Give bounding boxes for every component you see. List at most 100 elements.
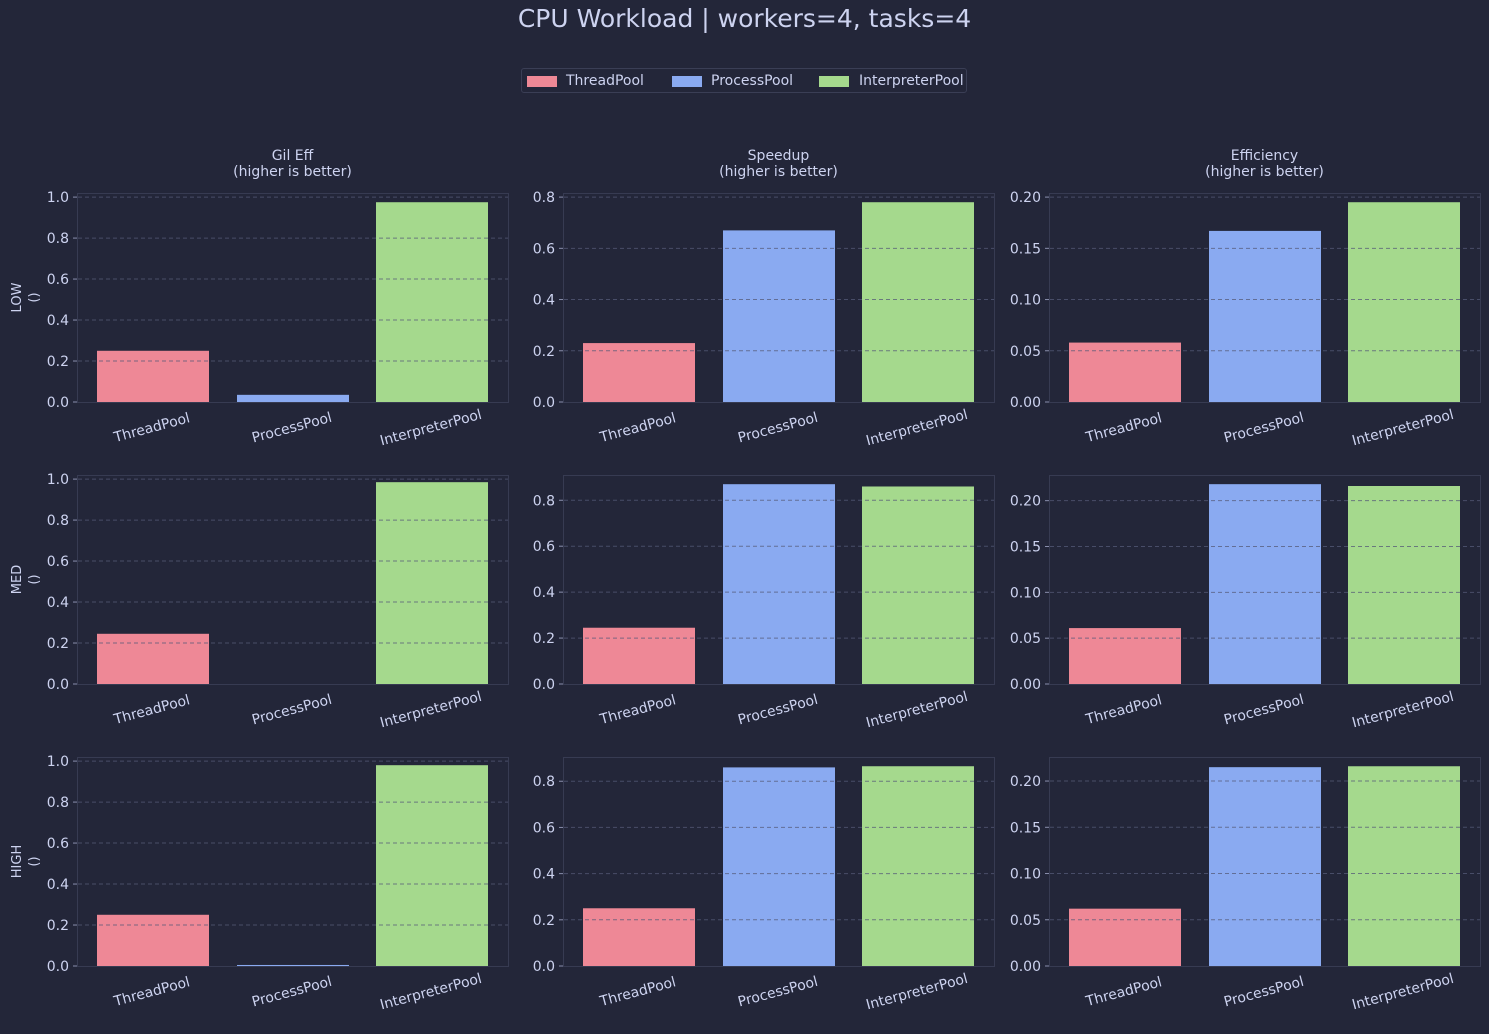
y-tick-label-low-speedup-1: 0.2 <box>533 344 555 360</box>
y-tick-label-high-gil-eff-2: 0.4 <box>47 877 69 893</box>
column-subtitle-efficiency: (higher is better) <box>1205 164 1324 180</box>
bar-low-efficiency-interpreterpool <box>1348 202 1460 402</box>
y-tick-label-med-speedup-4: 0.8 <box>533 493 555 509</box>
y-tick-label-high-gil-eff-1: 0.2 <box>47 918 69 934</box>
bar-med-gil-eff-interpreterpool <box>376 482 488 684</box>
x-tick-label-med-speedup-threadpool: ThreadPool <box>597 692 677 728</box>
x-tick-label-low-gil-eff-processpool: ProcessPool <box>250 410 333 447</box>
bar-high-gil-eff-interpreterpool <box>376 765 488 966</box>
bar-med-speedup-processpool <box>723 484 835 684</box>
y-tick-label-high-speedup-4: 0.8 <box>533 774 555 790</box>
column-title-speedup: Speedup <box>748 148 810 164</box>
y-tick-label-low-speedup-4: 0.8 <box>533 190 555 206</box>
x-tick-label-low-efficiency-interpreterpool: InterpreterPool <box>1350 407 1455 450</box>
y-tick-label-low-efficiency-3: 0.15 <box>1010 241 1041 257</box>
y-tick-label-high-efficiency-1: 0.05 <box>1010 913 1041 929</box>
x-tick-label-high-gil-eff-processpool: ProcessPool <box>250 974 333 1011</box>
y-tick-label-low-gil-eff-4: 0.8 <box>47 231 69 247</box>
column-title-efficiency: Efficiency <box>1231 148 1298 164</box>
row-sublabel-low: () <box>27 292 42 302</box>
y-tick-label-low-gil-eff-0: 0.0 <box>47 395 69 411</box>
y-tick-label-high-gil-eff-0: 0.0 <box>47 959 69 975</box>
y-tick-label-high-efficiency-0: 0.00 <box>1010 959 1041 975</box>
x-tick-label-low-efficiency-threadpool: ThreadPool <box>1083 410 1163 446</box>
y-tick-label-low-efficiency-4: 0.20 <box>1010 190 1041 206</box>
x-tick-label-med-efficiency-interpreterpool: InterpreterPool <box>1350 689 1455 732</box>
y-tick-label-high-efficiency-3: 0.15 <box>1010 820 1041 836</box>
chart-title: CPU Workload | workers=4, tasks=4 <box>517 4 972 33</box>
bar-low-efficiency-processpool <box>1209 230 1321 402</box>
legend-label-processpool: ProcessPool <box>711 73 794 89</box>
y-tick-label-high-gil-eff-3: 0.6 <box>47 836 69 852</box>
bar-high-efficiency-threadpool <box>1069 908 1181 966</box>
y-tick-label-med-efficiency-2: 0.10 <box>1010 585 1041 601</box>
y-tick-label-med-speedup-1: 0.2 <box>533 631 555 647</box>
x-tick-label-med-gil-eff-threadpool: ThreadPool <box>111 692 191 728</box>
bar-high-gil-eff-threadpool <box>97 914 209 966</box>
x-tick-label-med-gil-eff-interpreterpool: InterpreterPool <box>378 689 483 732</box>
y-tick-label-med-gil-eff-3: 0.6 <box>47 554 69 570</box>
y-tick-label-high-speedup-1: 0.2 <box>533 913 555 929</box>
y-tick-label-med-speedup-0: 0.0 <box>533 677 555 693</box>
row-label-med: MED <box>10 565 25 594</box>
column-subtitle-gil-eff: (higher is better) <box>233 164 352 180</box>
y-tick-label-high-gil-eff-5: 1.0 <box>47 754 69 770</box>
bar-med-speedup-interpreterpool <box>862 486 974 684</box>
x-tick-label-low-speedup-processpool: ProcessPool <box>736 410 819 447</box>
row-label-high: HIGH <box>10 845 25 878</box>
legend-label-interpreterpool: InterpreterPool <box>859 73 964 89</box>
legend-swatch-interpreterpool <box>819 76 849 87</box>
y-tick-label-high-efficiency-2: 0.10 <box>1010 867 1041 883</box>
bar-med-gil-eff-threadpool <box>97 633 209 684</box>
x-tick-label-high-efficiency-interpreterpool: InterpreterPool <box>1350 971 1455 1014</box>
y-tick-label-low-gil-eff-3: 0.6 <box>47 272 69 288</box>
x-tick-label-med-gil-eff-processpool: ProcessPool <box>250 692 333 729</box>
y-tick-label-med-efficiency-1: 0.05 <box>1010 631 1041 647</box>
bar-low-speedup-processpool <box>723 230 835 402</box>
bar-low-gil-eff-interpreterpool <box>376 202 488 402</box>
bar-high-speedup-processpool <box>723 767 835 966</box>
y-tick-label-high-speedup-0: 0.0 <box>533 959 555 975</box>
x-tick-label-low-gil-eff-threadpool: ThreadPool <box>111 410 191 446</box>
legend-swatch-processpool <box>672 76 702 87</box>
x-tick-label-high-speedup-processpool: ProcessPool <box>736 974 819 1011</box>
y-tick-label-med-gil-eff-1: 0.2 <box>47 636 69 652</box>
bar-med-speedup-threadpool <box>583 627 695 684</box>
y-tick-label-low-gil-eff-5: 1.0 <box>47 190 69 206</box>
bar-med-efficiency-interpreterpool <box>1348 486 1460 684</box>
x-tick-label-high-gil-eff-interpreterpool: InterpreterPool <box>378 971 483 1014</box>
y-tick-label-high-speedup-3: 0.6 <box>533 820 555 836</box>
legend-swatch-threadpool <box>527 76 557 87</box>
x-tick-label-low-gil-eff-interpreterpool: InterpreterPool <box>378 407 483 450</box>
y-tick-label-low-speedup-2: 0.4 <box>533 293 555 309</box>
y-tick-label-med-efficiency-4: 0.20 <box>1010 494 1041 510</box>
column-title-gil-eff: Gil Eff <box>272 148 314 164</box>
y-tick-label-low-efficiency-2: 0.10 <box>1010 293 1041 309</box>
bar-low-gil-eff-processpool <box>237 394 349 402</box>
bar-high-efficiency-interpreterpool <box>1348 766 1460 966</box>
bar-high-efficiency-processpool <box>1209 767 1321 966</box>
bar-low-gil-eff-threadpool <box>97 350 209 402</box>
x-tick-label-low-speedup-threadpool: ThreadPool <box>597 410 677 446</box>
x-tick-label-med-efficiency-processpool: ProcessPool <box>1222 692 1305 729</box>
y-tick-label-med-efficiency-3: 0.15 <box>1010 540 1041 556</box>
y-tick-label-med-gil-eff-4: 0.8 <box>47 513 69 529</box>
y-tick-label-low-gil-eff-2: 0.4 <box>47 313 69 329</box>
column-subtitle-speedup: (higher is better) <box>719 164 838 180</box>
bar-high-speedup-interpreterpool <box>862 766 974 966</box>
x-tick-label-high-speedup-interpreterpool: InterpreterPool <box>864 971 969 1014</box>
y-tick-label-high-gil-eff-4: 0.8 <box>47 795 69 811</box>
y-tick-label-low-efficiency-0: 0.00 <box>1010 395 1041 411</box>
y-tick-label-med-gil-eff-2: 0.4 <box>47 595 69 611</box>
bar-high-speedup-threadpool <box>583 908 695 966</box>
y-tick-label-med-speedup-3: 0.6 <box>533 539 555 555</box>
row-sublabel-high: () <box>27 856 42 866</box>
x-tick-label-high-speedup-threadpool: ThreadPool <box>597 974 677 1010</box>
bar-low-speedup-threadpool <box>583 343 695 402</box>
y-tick-label-high-speedup-2: 0.4 <box>533 867 555 883</box>
y-tick-label-low-speedup-0: 0.0 <box>533 395 555 411</box>
bar-med-efficiency-threadpool <box>1069 628 1181 684</box>
x-tick-label-low-efficiency-processpool: ProcessPool <box>1222 410 1305 447</box>
